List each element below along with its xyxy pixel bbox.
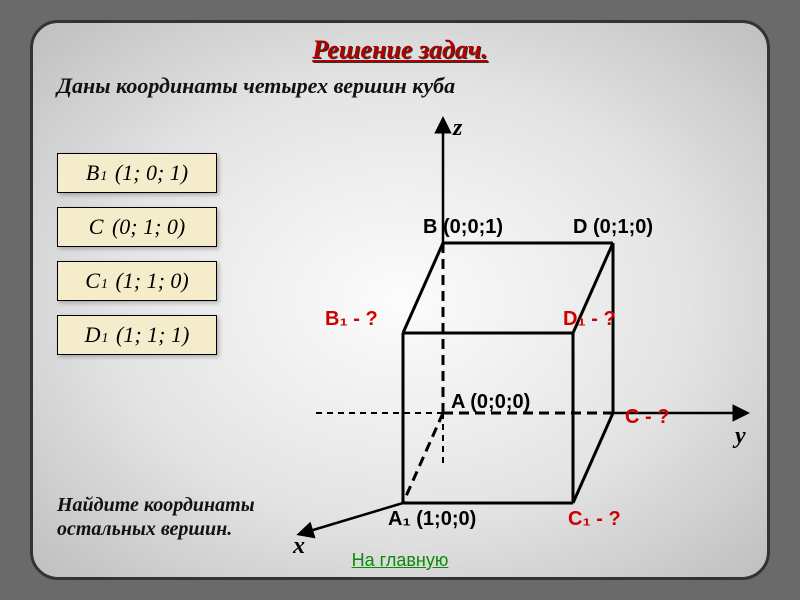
home-link[interactable]: На главную [33,550,767,571]
subtitle: Даны координаты четырех вершин куба [57,73,455,99]
vertex-D1-ask: D₁ - ? [563,308,616,330]
cube-visible-edges [403,243,613,503]
slide-frame: Решение задач. Даны координаты четырех в… [30,20,770,580]
axis-z-label: z [452,115,463,141]
axis-x-label: x [292,533,305,553]
cube-hidden-edges [403,243,613,503]
vertex-B1-ask: B₁ - ? [325,308,378,330]
vertex-D: D (0;1;0) [573,216,653,238]
vertex-B: B (0;0;1) [423,216,503,238]
answer-c: C (0; 1; 0) [57,207,217,247]
title: Решение задач. [33,35,767,65]
vertex-C-ask: C - ? [625,406,669,428]
instruction-text: Найдите координаты остальных вершин. [57,493,277,541]
answer-c1: C1 (1; 1; 0) [57,261,217,301]
vertex-C1-ask: C₁ - ? [568,508,621,530]
vertex-A: A (0;0;0) [451,391,530,413]
axis-y-label: y [732,423,746,449]
answer-d1: D1 (1; 1; 1) [57,315,217,355]
answer-b1: B1 (1; 0; 1) [57,153,217,193]
cube-diagram: z y x B (0;0;1) D (0;1;0) A (0;0;0) A₁ (… [273,103,763,553]
vertex-A1: A₁ (1;0;0) [388,508,476,530]
